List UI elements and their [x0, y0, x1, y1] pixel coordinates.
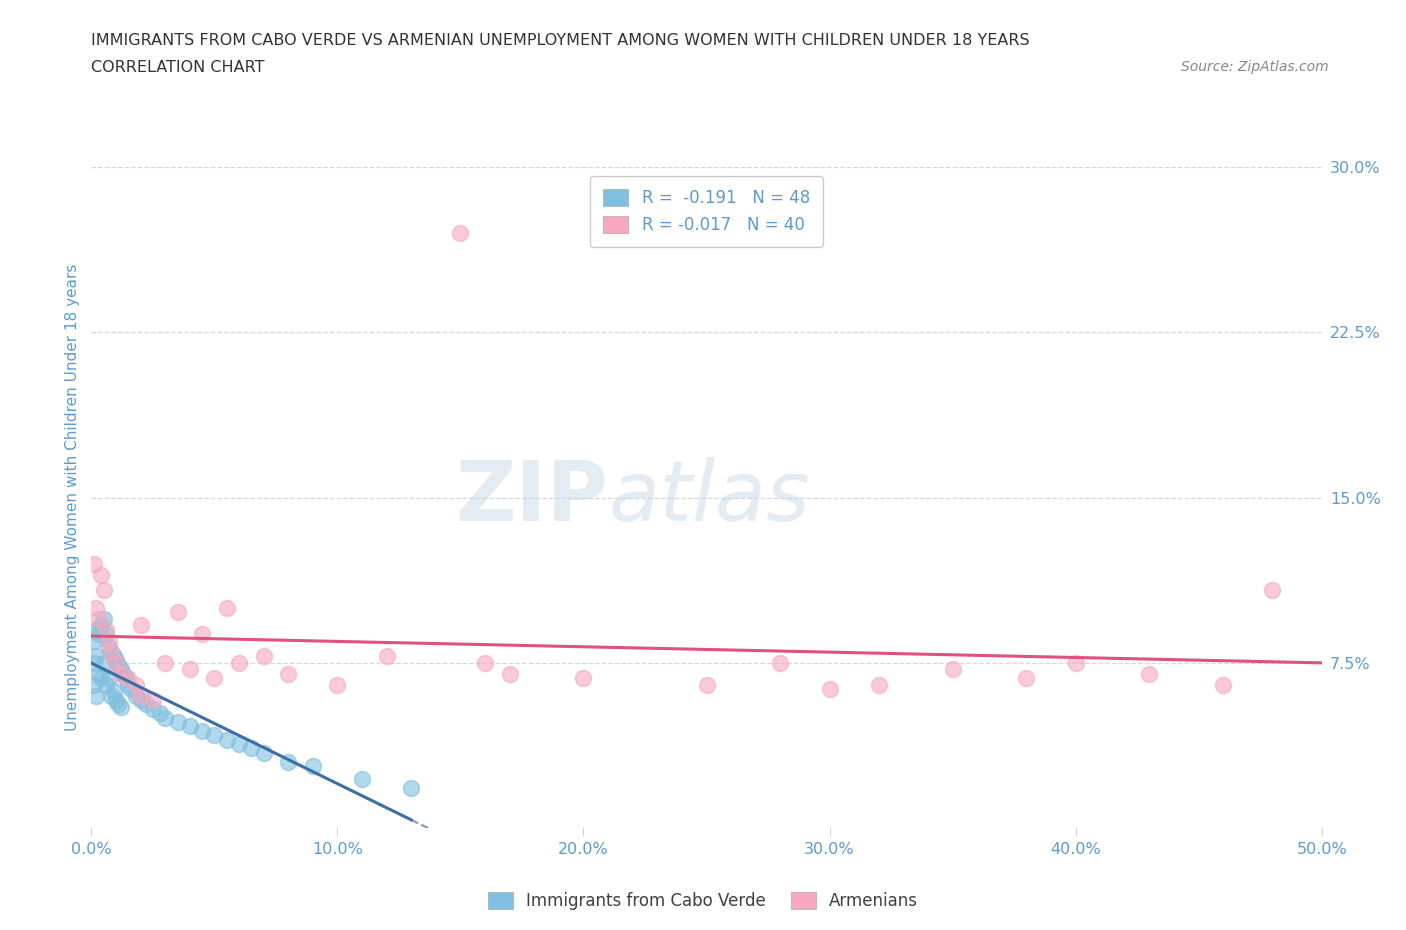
Point: [129, 688, 152, 703]
Point: [96, 677, 117, 692]
Point: [253, 648, 276, 663]
Point: [352, 772, 374, 787]
Point: [215, 600, 238, 615]
Point: [1261, 582, 1284, 597]
Point: [103, 648, 125, 663]
Legend: R =  -0.191   N = 48, R = -0.017   N = 40: R = -0.191 N = 48, R = -0.017 N = 40: [591, 176, 823, 247]
Legend: Immigrants from Cabo Verde, Armenians: Immigrants from Cabo Verde, Armenians: [481, 885, 925, 917]
Point: [1015, 671, 1038, 685]
Point: [124, 688, 146, 703]
Point: [179, 662, 201, 677]
Point: [179, 719, 201, 734]
Text: Source: ZipAtlas.com: Source: ZipAtlas.com: [1181, 60, 1329, 74]
Point: [135, 697, 156, 711]
Point: [110, 662, 132, 677]
Point: [142, 701, 165, 716]
Point: [105, 693, 127, 708]
Point: [142, 693, 165, 708]
Point: [110, 699, 132, 714]
Point: [301, 759, 323, 774]
Point: [166, 714, 188, 729]
Y-axis label: Unemployment Among Women with Children Under 18 years: Unemployment Among Women with Children U…: [65, 264, 80, 731]
Point: [93, 611, 115, 626]
Text: ZIP: ZIP: [456, 457, 607, 538]
Point: [124, 677, 146, 692]
Point: [93, 582, 115, 597]
Point: [107, 697, 129, 711]
Point: [149, 706, 172, 721]
Point: [129, 618, 152, 632]
Point: [191, 724, 214, 738]
Point: [120, 682, 142, 697]
Point: [474, 656, 496, 671]
Point: [100, 644, 122, 659]
Point: [868, 677, 890, 692]
Point: [87, 666, 110, 681]
Point: [228, 737, 250, 751]
Point: [202, 671, 225, 685]
Point: [375, 648, 398, 663]
Point: [90, 567, 112, 582]
Point: [87, 627, 110, 642]
Point: [498, 666, 520, 681]
Point: [86, 622, 108, 637]
Point: [326, 677, 349, 692]
Point: [83, 677, 105, 692]
Point: [97, 671, 120, 685]
Point: [941, 662, 963, 677]
Point: [107, 658, 129, 672]
Point: [105, 656, 127, 671]
Point: [97, 633, 120, 648]
Point: [572, 671, 595, 685]
Point: [83, 656, 105, 671]
Point: [90, 618, 112, 632]
Point: [117, 671, 139, 685]
Point: [191, 627, 214, 642]
Point: [117, 677, 139, 692]
Point: [202, 728, 225, 743]
Point: [228, 656, 250, 671]
Text: IMMIGRANTS FROM CABO VERDE VS ARMENIAN UNEMPLOYMENT AMONG WOMEN WITH CHILDREN UN: IMMIGRANTS FROM CABO VERDE VS ARMENIAN U…: [91, 33, 1031, 47]
Point: [112, 666, 135, 681]
Point: [695, 677, 717, 692]
Point: [86, 688, 108, 703]
Point: [103, 684, 125, 698]
Point: [399, 780, 422, 795]
Point: [449, 226, 471, 241]
Point: [83, 556, 105, 571]
Point: [100, 644, 122, 659]
Point: [1212, 677, 1234, 692]
Point: [93, 656, 115, 671]
Point: [96, 627, 117, 642]
Point: [105, 653, 127, 668]
Point: [818, 682, 841, 697]
Point: [110, 666, 132, 681]
Point: [153, 656, 177, 671]
Point: [83, 633, 105, 648]
Point: [277, 754, 299, 769]
Point: [277, 666, 299, 681]
Point: [86, 648, 108, 663]
Point: [87, 611, 110, 626]
Point: [100, 688, 122, 703]
Point: [97, 640, 120, 655]
Point: [253, 746, 276, 761]
Text: CORRELATION CHART: CORRELATION CHART: [91, 60, 264, 75]
Point: [96, 622, 117, 637]
Text: atlas: atlas: [607, 457, 810, 538]
Point: [86, 600, 108, 615]
Point: [153, 711, 177, 725]
Point: [166, 604, 188, 619]
Point: [769, 656, 792, 671]
Point: [1139, 666, 1161, 681]
Point: [114, 671, 138, 685]
Point: [215, 732, 238, 747]
Point: [90, 671, 112, 685]
Point: [1064, 656, 1087, 671]
Point: [129, 693, 152, 708]
Point: [240, 741, 263, 756]
